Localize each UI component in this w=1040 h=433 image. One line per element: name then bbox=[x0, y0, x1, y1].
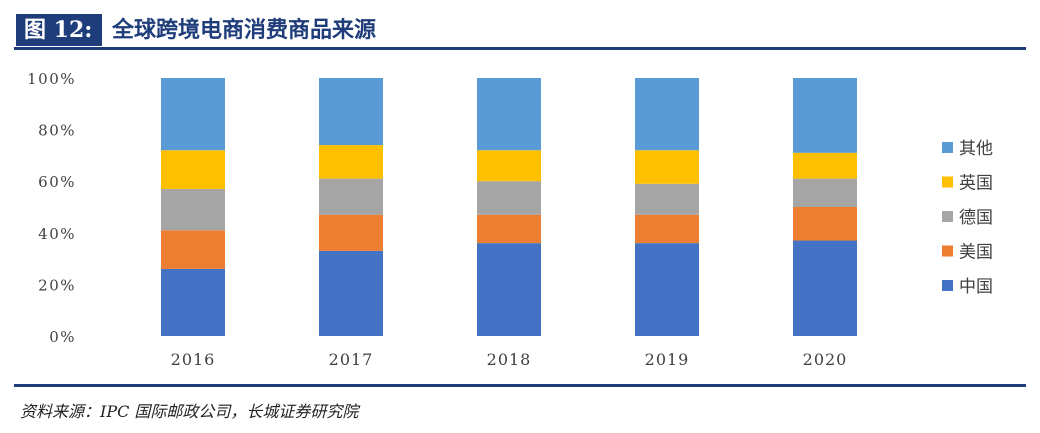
bar-segment bbox=[635, 183, 699, 215]
bottom-rule bbox=[14, 384, 1026, 387]
legend-label: 德国 bbox=[959, 208, 993, 228]
bar-segment bbox=[161, 268, 225, 336]
bar-segment bbox=[319, 145, 383, 179]
figure-header: 图 12: 全球跨境电商消费商品来源 bbox=[14, 8, 1026, 48]
bar-segment bbox=[793, 207, 857, 241]
bar-segment bbox=[477, 214, 541, 244]
bar-segments bbox=[161, 78, 857, 336]
bar-segment bbox=[161, 230, 225, 269]
bar-segment bbox=[477, 181, 541, 215]
x-tick-label: 2016 bbox=[171, 350, 216, 369]
bar-segment bbox=[477, 78, 541, 151]
source-note: 资料来源：IPC 国际邮政公司，长城证券研究院 bbox=[20, 402, 359, 421]
bar-segment bbox=[319, 178, 383, 215]
x-tick-label: 2020 bbox=[803, 350, 848, 369]
y-tick-label: 20% bbox=[38, 276, 76, 294]
bar-segment bbox=[793, 240, 857, 336]
legend-swatch bbox=[942, 211, 953, 222]
y-tick-label: 60% bbox=[38, 173, 76, 191]
y-tick-label: 100% bbox=[27, 70, 76, 88]
legend-swatch bbox=[942, 280, 953, 291]
legend-label: 英国 bbox=[959, 174, 993, 194]
bar-segment bbox=[635, 78, 699, 151]
bar-segment bbox=[635, 150, 699, 184]
bar-segment bbox=[477, 243, 541, 336]
chart-area: 0% 20% 40% 60% 80% 100% 2016 2017 2018 2019 2020 … bbox=[14, 52, 1026, 380]
top-rule bbox=[14, 47, 1026, 50]
x-tick-label: 2017 bbox=[329, 350, 374, 369]
bar-segment bbox=[319, 250, 383, 336]
x-tick-label: 2019 bbox=[645, 350, 690, 369]
figure-label: 图 12: bbox=[16, 14, 102, 46]
bar-segment bbox=[635, 243, 699, 336]
bar-segment bbox=[161, 188, 225, 231]
bar-segment bbox=[319, 214, 383, 251]
bar-segment bbox=[793, 178, 857, 207]
legend-swatch bbox=[942, 245, 953, 257]
bar-segment bbox=[161, 150, 225, 189]
y-tick-label: 40% bbox=[38, 225, 76, 243]
legend-swatch bbox=[942, 142, 953, 153]
bar-segment bbox=[161, 78, 225, 151]
legend-label: 其他 bbox=[959, 139, 993, 159]
y-tick-label: 80% bbox=[38, 122, 76, 140]
stacked-bar-chart: 0%20%40%60%80%100% 2016 2017 2018 2019 2020 … bbox=[27, 70, 993, 369]
y-tick-label: 0% bbox=[49, 328, 76, 346]
bar-segment bbox=[477, 150, 541, 182]
x-tick-label: 2018 bbox=[487, 350, 532, 369]
bar-segment bbox=[319, 78, 383, 146]
x-axis-ticks: 2016 2017 2018 2019 2020 bbox=[171, 350, 848, 369]
legend-label: 中国 bbox=[959, 277, 993, 297]
bar-segment bbox=[635, 214, 699, 244]
figure-title: 全球跨境电商消费商品来源 bbox=[112, 17, 377, 43]
bar-segment bbox=[793, 78, 857, 153]
bar-segment bbox=[793, 152, 857, 179]
legend-swatch bbox=[942, 176, 953, 188]
legend-label: 美国 bbox=[959, 243, 993, 263]
y-axis-ticks: 0% 20% 40% 60% 80% 100% bbox=[27, 70, 76, 346]
